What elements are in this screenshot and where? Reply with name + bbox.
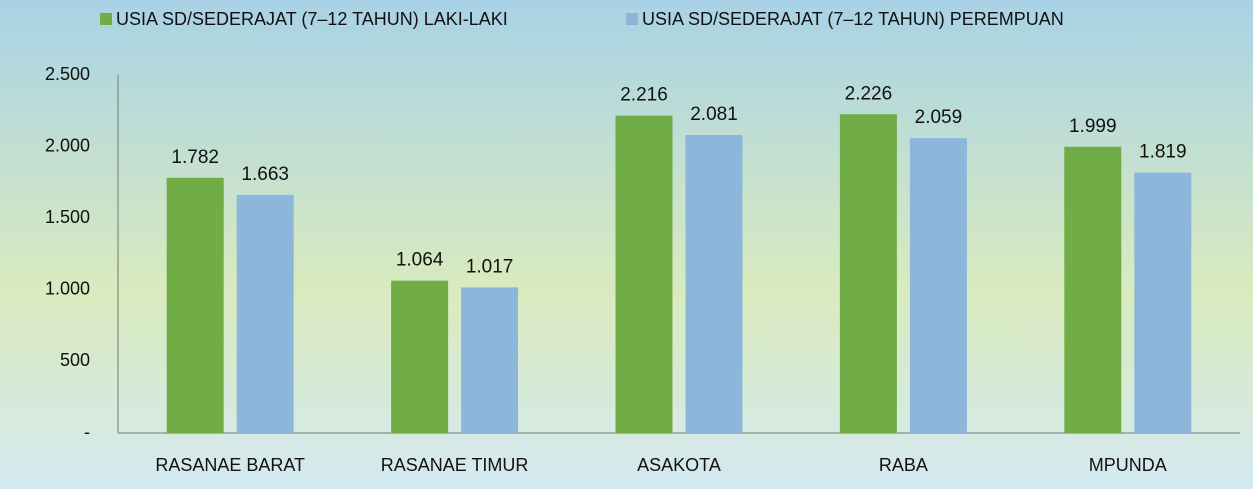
bar bbox=[909, 138, 967, 434]
legend-swatch bbox=[100, 13, 112, 25]
y-tick-label: - bbox=[84, 422, 90, 442]
bar bbox=[461, 287, 519, 433]
legend-swatch bbox=[626, 13, 638, 25]
x-tick-label: RASANAE TIMUR bbox=[381, 455, 529, 475]
y-tick-label: 1.000 bbox=[45, 279, 90, 299]
data-label: 1.064 bbox=[396, 250, 444, 271]
bar bbox=[615, 115, 673, 434]
x-tick-label: RASANAE BARAT bbox=[155, 455, 305, 475]
data-label: 1.663 bbox=[241, 164, 289, 185]
bar bbox=[1134, 172, 1192, 433]
data-label: 2.226 bbox=[845, 83, 893, 104]
x-tick-label: MPUNDA bbox=[1089, 455, 1167, 475]
bar bbox=[839, 114, 897, 433]
x-tick-label: RABA bbox=[879, 455, 928, 475]
data-label: 2.081 bbox=[690, 104, 738, 125]
data-label: 1.999 bbox=[1069, 116, 1117, 137]
legend-label: USIA SD/SEDERAJAT (7–12 TAHUN) LAKI-LAKI bbox=[116, 9, 508, 29]
y-tick-label: 500 bbox=[60, 350, 90, 370]
legend-label: USIA SD/SEDERAJAT (7–12 TAHUN) PEREMPUAN bbox=[642, 9, 1064, 29]
bar bbox=[1064, 146, 1122, 433]
data-label: 1.819 bbox=[1139, 142, 1187, 163]
y-tick-label: 2.500 bbox=[45, 64, 90, 84]
bar bbox=[391, 280, 449, 433]
y-tick-label: 2.000 bbox=[45, 135, 90, 155]
bar bbox=[685, 135, 743, 433]
bar bbox=[166, 177, 224, 433]
data-label: 1.782 bbox=[171, 147, 219, 168]
data-label: 2.216 bbox=[620, 85, 668, 106]
y-tick-label: 1.500 bbox=[45, 207, 90, 227]
bar bbox=[236, 194, 294, 433]
data-label: 1.017 bbox=[466, 256, 514, 277]
data-label: 2.059 bbox=[915, 107, 963, 128]
x-tick-label: ASAKOTA bbox=[637, 455, 721, 475]
